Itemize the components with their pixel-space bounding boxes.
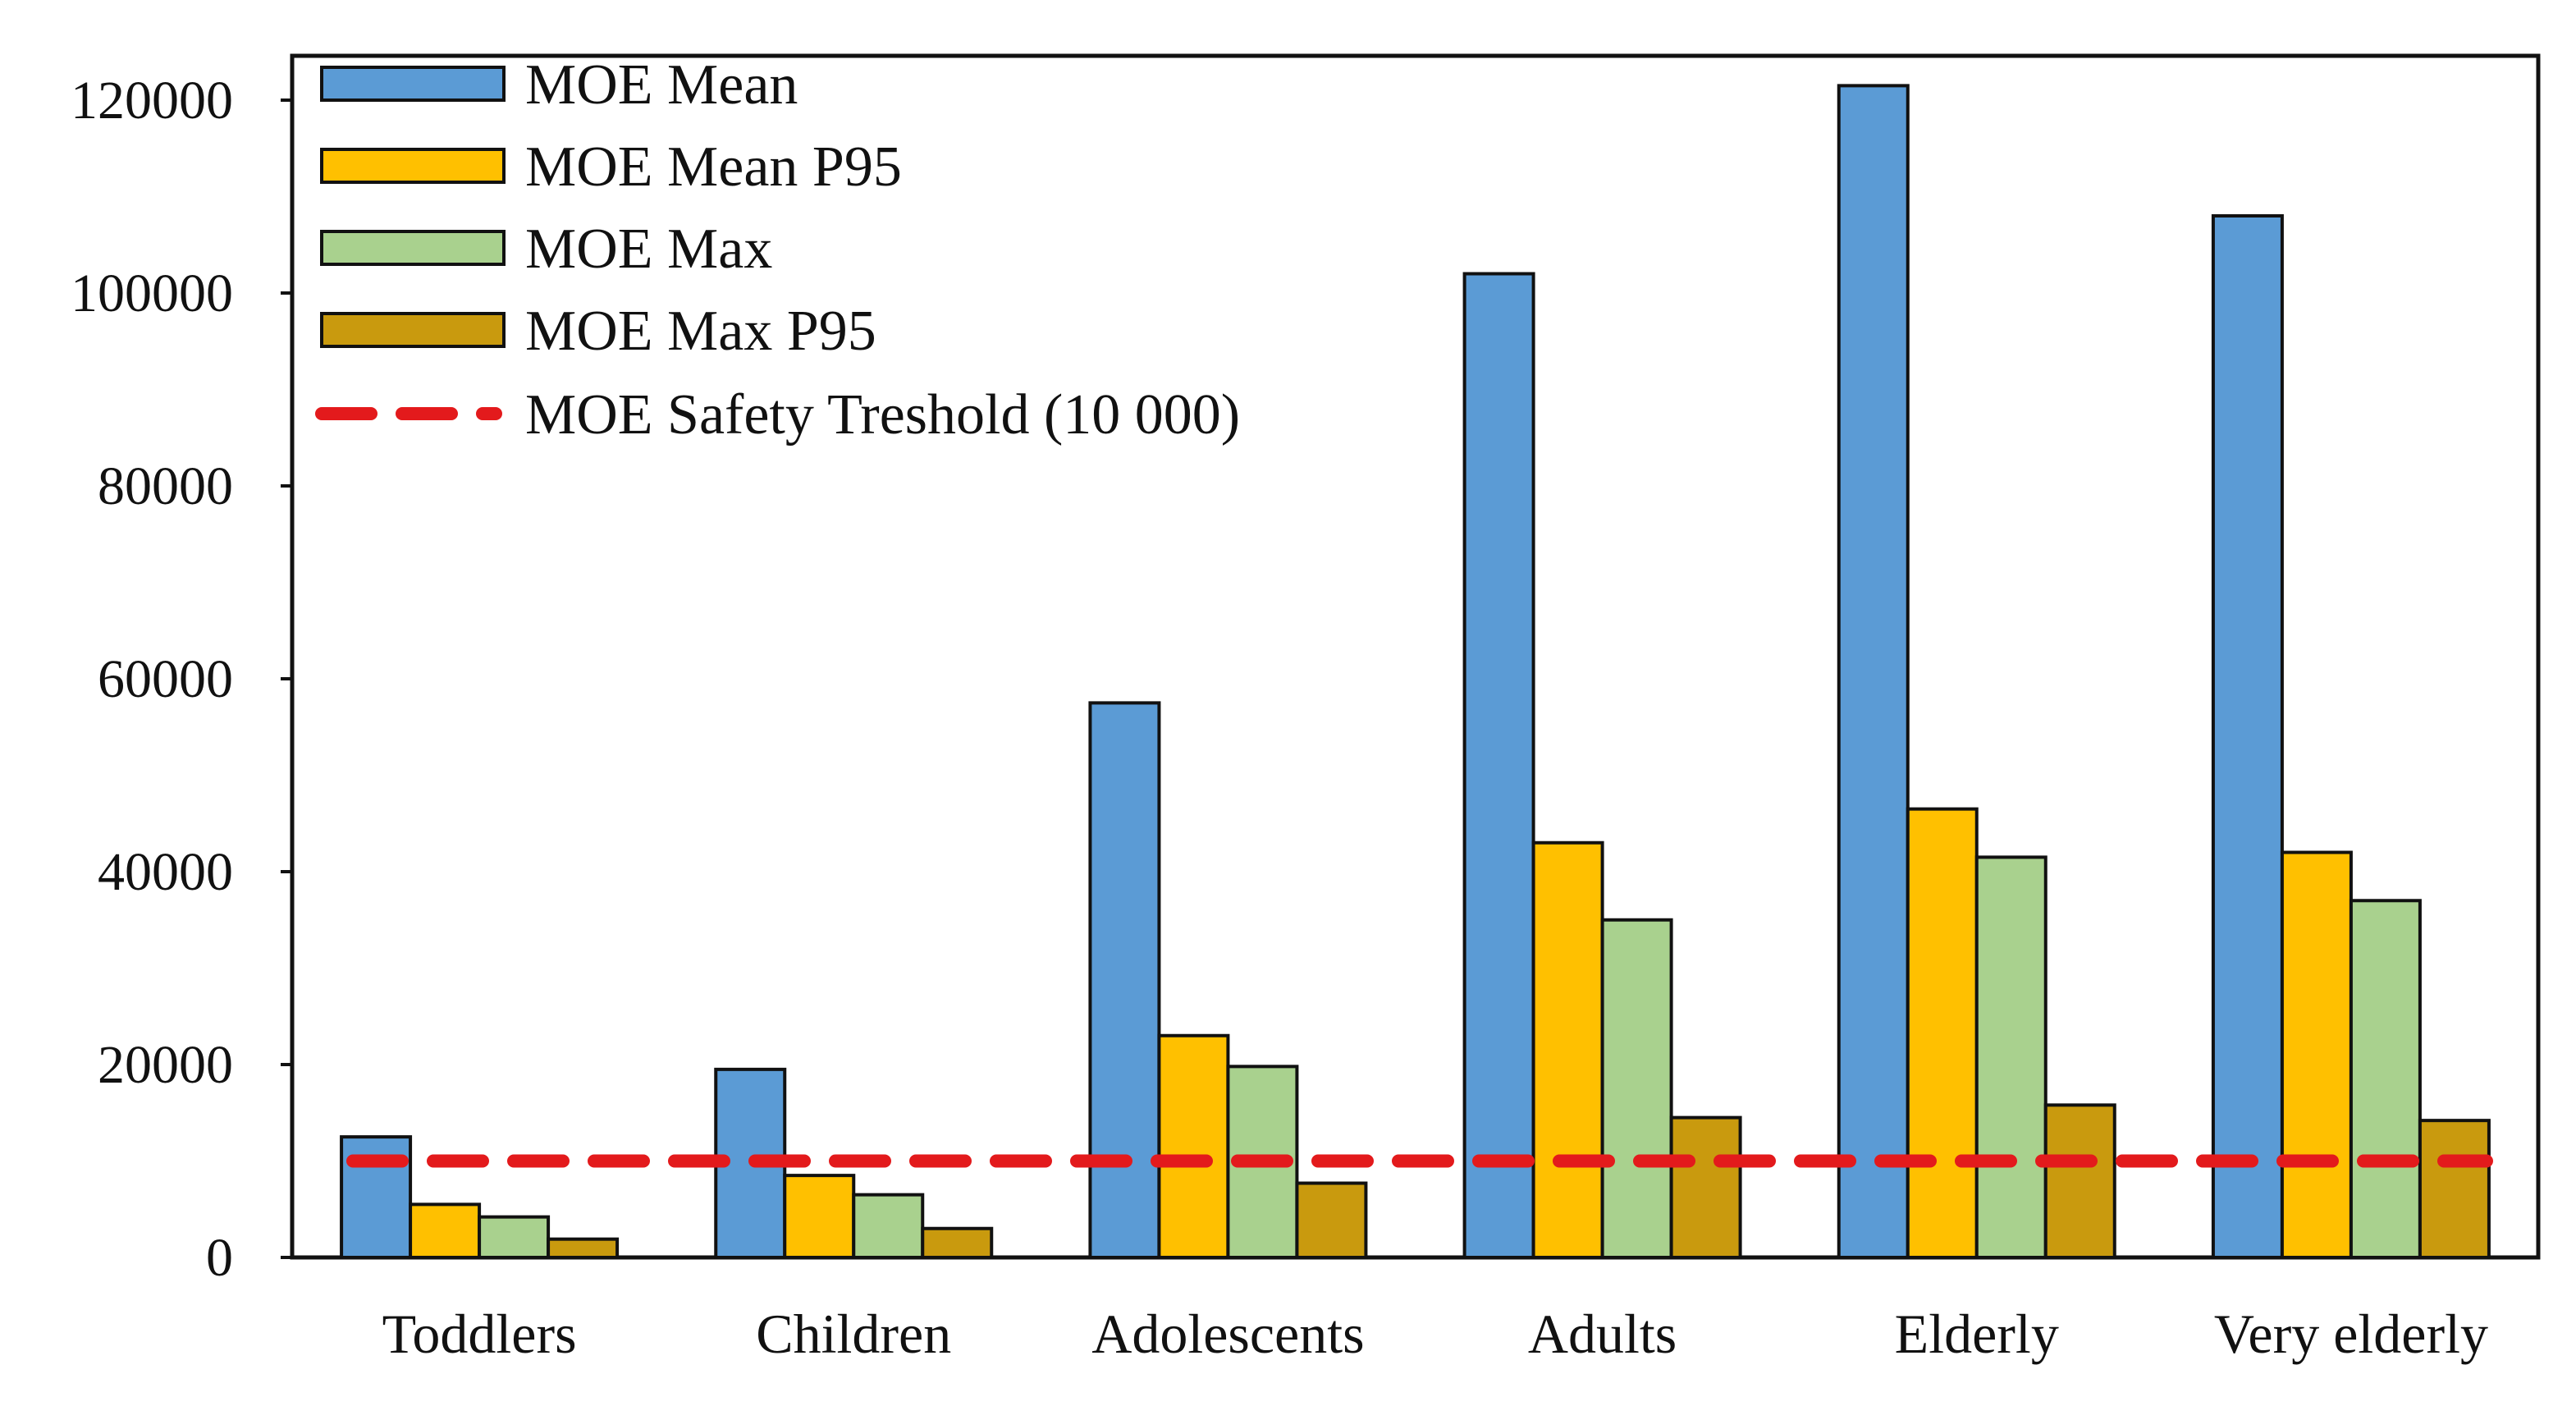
x-category-label: Toddlers	[382, 1303, 577, 1365]
bar	[547, 1237, 620, 1260]
y-tick-label: 80000	[98, 456, 233, 516]
legend-swatch	[320, 66, 506, 102]
bar	[478, 1215, 551, 1260]
y-tick-label: 20000	[98, 1035, 233, 1095]
x-axis: Toddlers Children Adolescents Adults Elderly…	[382, 1303, 2488, 1365]
legend-swatch	[320, 148, 506, 184]
bar	[1669, 1115, 1742, 1259]
bar	[783, 1174, 856, 1259]
legend-label: MOE Mean P95	[525, 135, 902, 199]
x-category-label: Adolescents	[1091, 1303, 1364, 1365]
x-category-label: Children	[756, 1303, 951, 1365]
legend-label: MOE Safety Treshold (10 000)	[525, 383, 1240, 447]
y-axis: 0 20000 40000 60000 80000 100000 120000	[71, 71, 292, 1288]
bar	[1531, 840, 1604, 1259]
bar	[1295, 1181, 1368, 1260]
x-category-label: Elderly	[1895, 1303, 2059, 1365]
x-category-label: Very elderly	[2214, 1303, 2488, 1365]
y-tick-label: 120000	[71, 71, 233, 131]
legend-label: MOE Mean	[525, 53, 798, 117]
bar	[2280, 850, 2353, 1259]
bar	[2043, 1103, 2116, 1259]
y-tick-label: 60000	[98, 649, 233, 709]
bar	[852, 1193, 925, 1259]
bar	[921, 1226, 994, 1259]
bar	[1157, 1033, 1230, 1259]
legend-label: MOE Max	[525, 218, 772, 281]
bar	[2211, 214, 2284, 1259]
bar	[1906, 807, 1979, 1259]
x-category-label: Adults	[1528, 1303, 1677, 1365]
bar	[1462, 272, 1535, 1259]
bar	[1974, 855, 2048, 1259]
bar	[409, 1202, 482, 1259]
bar	[2418, 1119, 2491, 1260]
bar	[1600, 918, 1673, 1259]
bar	[1088, 701, 1161, 1259]
bars	[340, 84, 2491, 1260]
plot-frame	[290, 53, 2541, 1260]
bar	[1837, 84, 1910, 1259]
y-tick-label: 100000	[71, 263, 233, 323]
y-tick-label: 0	[206, 1228, 233, 1288]
legend-label: MOE Max P95	[525, 300, 876, 363]
legend-swatch	[320, 312, 506, 348]
legend: MOE Mean MOE Mean P95 MOE Max MOE Max P95 MO…	[315, 53, 1240, 447]
y-tick-label: 40000	[98, 842, 233, 902]
legend-swatch	[320, 230, 506, 266]
bar	[2349, 899, 2422, 1259]
